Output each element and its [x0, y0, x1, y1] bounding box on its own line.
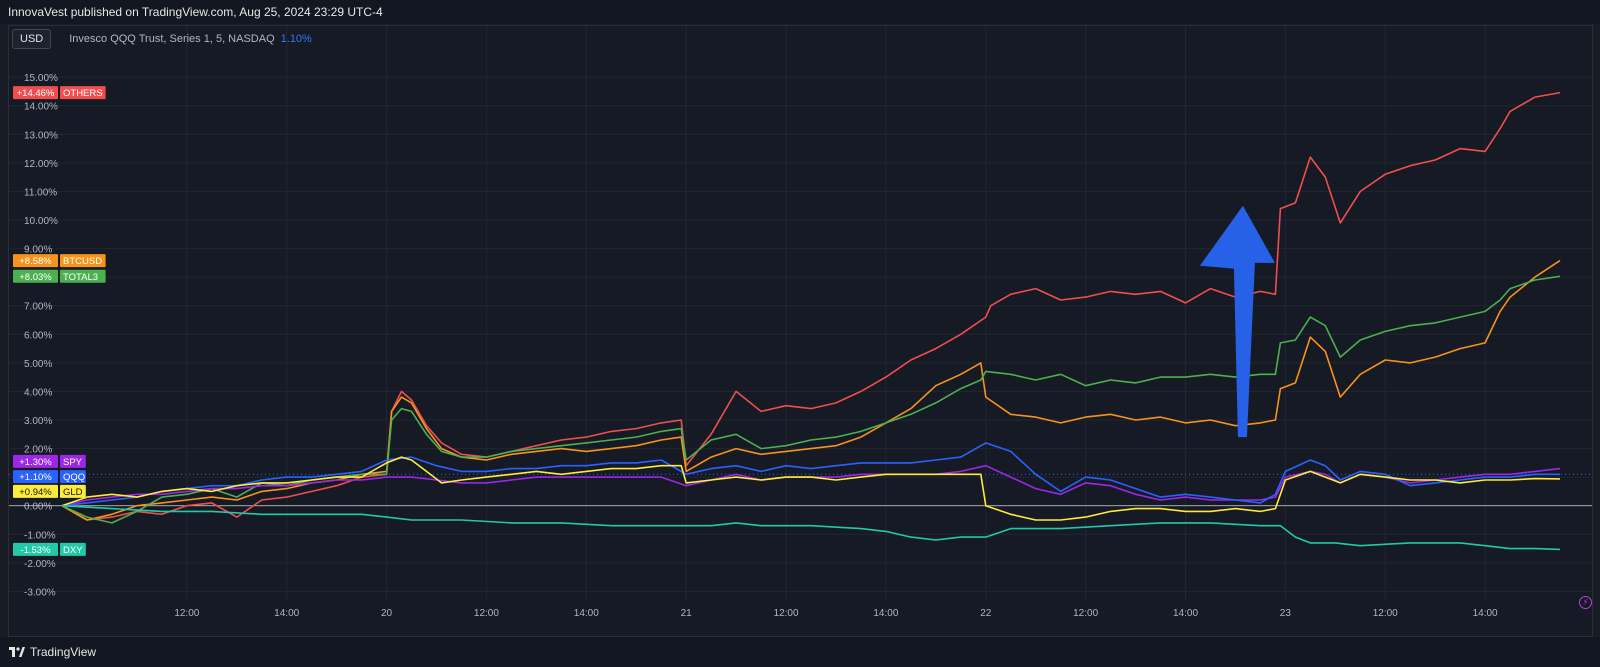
series-name-text: TOTAL3	[63, 272, 98, 283]
y-tick-label: 3.00%	[24, 416, 52, 427]
y-tick-label: 6.00%	[24, 330, 52, 341]
series-value-text: +1.10%	[19, 472, 52, 483]
x-tick-label: 12:00	[774, 608, 799, 619]
x-tick-label: 14:00	[574, 608, 599, 619]
series-value-text: +8.58%	[19, 256, 52, 267]
y-tick-label: 4.00%	[24, 387, 52, 398]
x-tick-label: 12:00	[474, 608, 499, 619]
tradingview-logo-icon	[9, 647, 25, 657]
x-tick-label: 12:00	[174, 608, 199, 619]
upward-arrow-annotation	[1200, 206, 1275, 437]
series-value-text: +0.94%	[19, 487, 52, 498]
series-value-text: +14.46%	[17, 88, 55, 99]
y-tick-label: 12.00%	[24, 159, 58, 170]
lightning-icon[interactable]: ⚡	[1579, 596, 1592, 609]
series-name-text: QQQ	[63, 472, 85, 483]
y-tick-label: -2.00%	[24, 559, 56, 570]
series-value-text: +8.03%	[19, 272, 52, 283]
y-tick-label: 15.00%	[24, 73, 58, 84]
series-name-text: SPY	[63, 457, 83, 468]
y-tick-label: 13.00%	[24, 130, 58, 141]
chart-legend: USD Invesco QQQ Trust, Series 1, 5, NASD…	[12, 28, 312, 50]
main-symbol-change: 1.10%	[281, 33, 312, 45]
y-tick-label: 2.00%	[24, 445, 52, 456]
y-tick-label: 14.00%	[24, 102, 58, 113]
y-tick-label: 5.00%	[24, 359, 52, 370]
x-tick-label: 14:00	[1173, 608, 1198, 619]
y-tick-label: -3.00%	[24, 587, 56, 598]
x-tick-label: 14:00	[274, 608, 299, 619]
brand-name: TradingView	[30, 645, 96, 659]
currency-button[interactable]: USD	[12, 29, 51, 49]
y-tick-label: 11.00%	[24, 187, 57, 198]
x-tick-label: 22	[980, 608, 992, 619]
y-tick-label: -1.00%	[24, 530, 56, 541]
series-name-text: GLD	[63, 487, 83, 498]
x-tick-label: 14:00	[1473, 608, 1498, 619]
footer-brand: TradingView	[0, 637, 1600, 667]
x-tick-label: 23	[1280, 608, 1292, 619]
series-name-text: OTHERS	[63, 88, 103, 99]
series-value-text: -1.53%	[20, 545, 51, 556]
series-value-text: +1.30%	[19, 457, 52, 468]
x-tick-label: 12:00	[1073, 608, 1098, 619]
x-tick-label: 20	[381, 608, 393, 619]
main-symbol-label[interactable]: Invesco QQQ Trust, Series 1, 5, NASDAQ	[69, 33, 274, 45]
y-tick-label: 10.00%	[24, 216, 58, 227]
y-tick-label: 0.00%	[24, 502, 52, 513]
y-tick-label: 7.00%	[24, 302, 52, 313]
series-name-text: BTCUSD	[63, 256, 102, 267]
y-tick-label: 9.00%	[24, 245, 52, 256]
series-name-text: DXY	[63, 545, 83, 556]
x-tick-label: 12:00	[1373, 608, 1398, 619]
x-tick-label: 14:00	[873, 608, 898, 619]
x-tick-label: 21	[681, 608, 693, 619]
